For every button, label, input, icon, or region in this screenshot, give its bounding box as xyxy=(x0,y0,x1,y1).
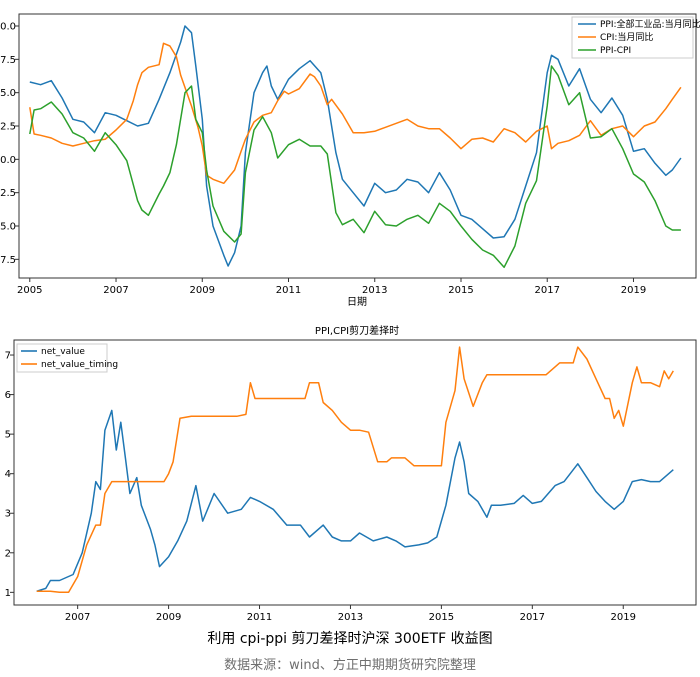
y-tick-label: 7.5 xyxy=(0,55,16,66)
ppi-cpi-line-chart: 2005 2007 2009 2011 2013 2015 2017 2019 -7.5 -5.0… xyxy=(0,13,700,308)
y-tick-label: -5.0 xyxy=(0,222,16,233)
series-line-ppi-cpi xyxy=(29,65,681,269)
y-tick-label: 5.0 xyxy=(0,88,16,99)
y-tick-label: 4 xyxy=(5,469,11,480)
x-tick-label: 2017 xyxy=(535,285,560,296)
legend: net_value net_value_timing xyxy=(16,343,118,373)
x-tick-label: 2017 xyxy=(520,612,545,623)
x-tick-label: 2013 xyxy=(338,612,363,623)
data-source-note: 数据来源：wind、方正中期期货研究院整理 xyxy=(224,658,476,673)
x-tick-label: 2015 xyxy=(448,285,473,296)
x-tick-label: 2007 xyxy=(103,285,128,296)
x-tick-label: 2009 xyxy=(190,285,215,296)
legend-box xyxy=(16,343,108,373)
y-tick-label: 2.5 xyxy=(0,122,16,133)
figure-caption: 利用 cpi-ppi 剪刀差择时沪深 300ETF 收益图 xyxy=(207,631,493,647)
series-line-cpi- xyxy=(29,42,682,185)
series-line-net_value_timing xyxy=(36,346,674,594)
x-tick-label: 2005 xyxy=(17,285,42,296)
series-line-net_value xyxy=(36,409,674,592)
y-tick-label: -7.5 xyxy=(0,255,16,266)
axis-ticks: 2005 2007 2009 2011 2013 2015 2017 2019 -7.5 -5.0… xyxy=(0,22,646,297)
x-tick-label: 2015 xyxy=(429,612,454,623)
y-tick-label: 6 xyxy=(5,390,11,401)
y-tick-label: -2.5 xyxy=(0,188,16,199)
x-tick-label: 2019 xyxy=(611,612,636,623)
x-axis-label: 日期 xyxy=(347,296,367,308)
series-lines xyxy=(29,25,682,269)
y-tick-label: 2 xyxy=(5,548,11,559)
legend: PPI:全部工业品:当月同比 CPI:当月同比 PPI-CPI xyxy=(571,16,700,59)
x-tick-label: 2007 xyxy=(65,612,90,623)
chart-title: PPI,CPI剪刀差择时 xyxy=(315,324,399,337)
series-line-ppi- xyxy=(29,25,682,267)
legend-label: net_value xyxy=(41,347,85,357)
y-tick-label: 10.0 xyxy=(0,22,16,33)
y-tick-label: 7 xyxy=(5,351,11,362)
x-tick-label: 2011 xyxy=(276,285,301,296)
y-tick-label: 5 xyxy=(5,430,11,441)
legend-label: net_value_timing xyxy=(41,360,118,370)
x-tick-label: 2009 xyxy=(156,612,181,623)
timing-net-value-chart: PPI,CPI剪刀差择时 2007 2009 2011 2013 2015 2017 201… xyxy=(5,324,697,623)
series-lines xyxy=(36,346,674,594)
x-tick-label: 2019 xyxy=(621,285,646,296)
y-tick-label: 3 xyxy=(5,509,11,520)
axis-ticks: 2007 2009 2011 2013 2015 2017 2019 1 2 3 4 5 6 7 xyxy=(5,351,636,623)
legend-label: PPI:全部工业品:当月同比 xyxy=(600,18,700,30)
legend-label: PPI-CPI xyxy=(600,46,631,56)
legend-label: CPI:当月同比 xyxy=(600,31,653,43)
y-tick-label: 1 xyxy=(5,588,11,599)
plot-frame xyxy=(13,339,697,606)
y-tick-label: 0.0 xyxy=(0,155,16,166)
x-tick-label: 2013 xyxy=(362,285,387,296)
x-tick-label: 2011 xyxy=(247,612,272,623)
plot-frame xyxy=(18,13,697,279)
